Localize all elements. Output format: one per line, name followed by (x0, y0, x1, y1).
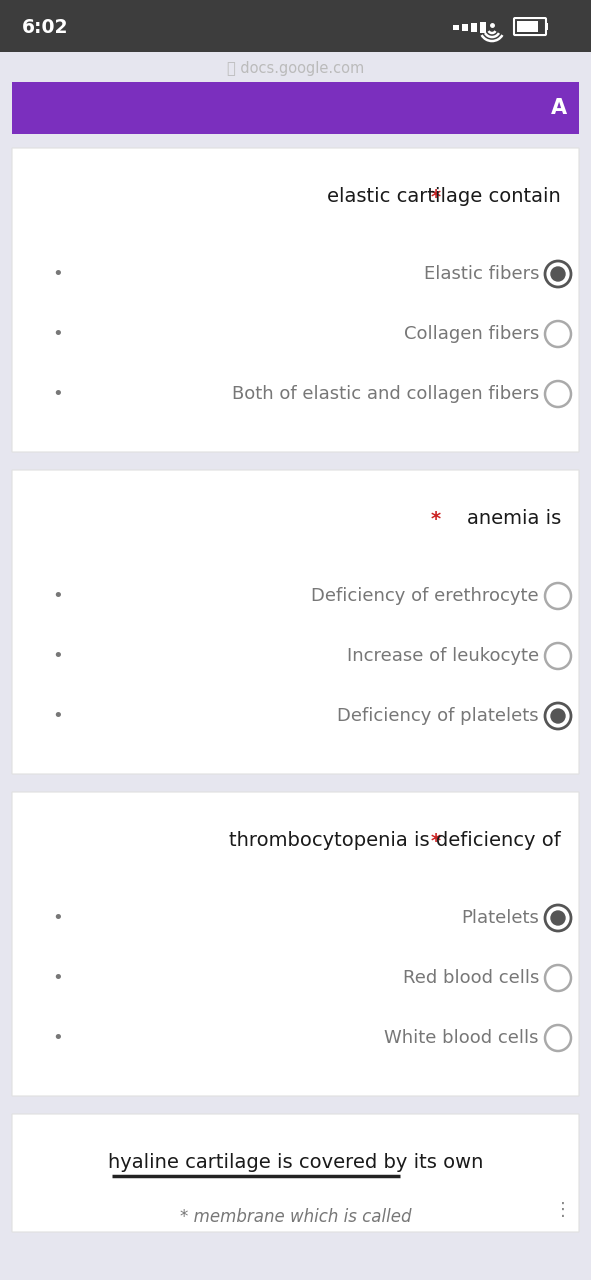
Text: •: • (52, 385, 63, 403)
Text: 🔒 docs.google.com: 🔒 docs.google.com (227, 60, 364, 76)
Text: ⋮: ⋮ (554, 1201, 572, 1219)
Text: Increase of leukocyte: Increase of leukocyte (347, 646, 539, 666)
Text: A: A (551, 99, 567, 118)
Text: Both of elastic and collagen fibers: Both of elastic and collagen fibers (232, 385, 539, 403)
Text: Elastic fibers: Elastic fibers (424, 265, 539, 283)
FancyBboxPatch shape (0, 0, 591, 52)
Text: *: * (431, 187, 441, 206)
Text: •: • (52, 588, 63, 605)
Text: *: * (431, 832, 441, 850)
FancyBboxPatch shape (12, 148, 579, 452)
Text: Platelets: Platelets (461, 909, 539, 927)
Bar (462, 23, 468, 31)
Text: •: • (52, 1029, 63, 1047)
Text: anemia is: anemia is (467, 509, 561, 529)
Circle shape (551, 911, 565, 925)
Text: * membrane which is called: * membrane which is called (180, 1208, 411, 1226)
Text: 6:02: 6:02 (22, 18, 69, 37)
Text: •: • (52, 909, 63, 927)
Text: •: • (52, 265, 63, 283)
Bar (480, 22, 486, 32)
Text: Collagen fibers: Collagen fibers (404, 325, 539, 343)
Bar (453, 24, 459, 29)
FancyBboxPatch shape (12, 470, 579, 774)
Text: Deficiency of erethrocyte: Deficiency of erethrocyte (311, 588, 539, 605)
Text: •: • (52, 325, 63, 343)
FancyBboxPatch shape (12, 82, 579, 134)
Circle shape (551, 709, 565, 723)
Text: Red blood cells: Red blood cells (402, 969, 539, 987)
Text: •: • (52, 646, 63, 666)
Bar (517, 20, 538, 32)
Text: elastic cartilage contain: elastic cartilage contain (327, 187, 561, 206)
FancyBboxPatch shape (12, 792, 579, 1096)
Text: •: • (52, 707, 63, 724)
Text: •: • (52, 969, 63, 987)
Text: thrombocytopenia is deficiency of: thrombocytopenia is deficiency of (229, 832, 561, 850)
Text: hyaline cartilage is covered by its own: hyaline cartilage is covered by its own (108, 1152, 483, 1171)
Text: White blood cells: White blood cells (385, 1029, 539, 1047)
Text: Deficiency of platelets: Deficiency of platelets (337, 707, 539, 724)
FancyBboxPatch shape (12, 1114, 579, 1231)
Bar (545, 23, 548, 29)
Circle shape (551, 268, 565, 282)
Text: *: * (431, 509, 441, 529)
Bar (471, 23, 477, 32)
